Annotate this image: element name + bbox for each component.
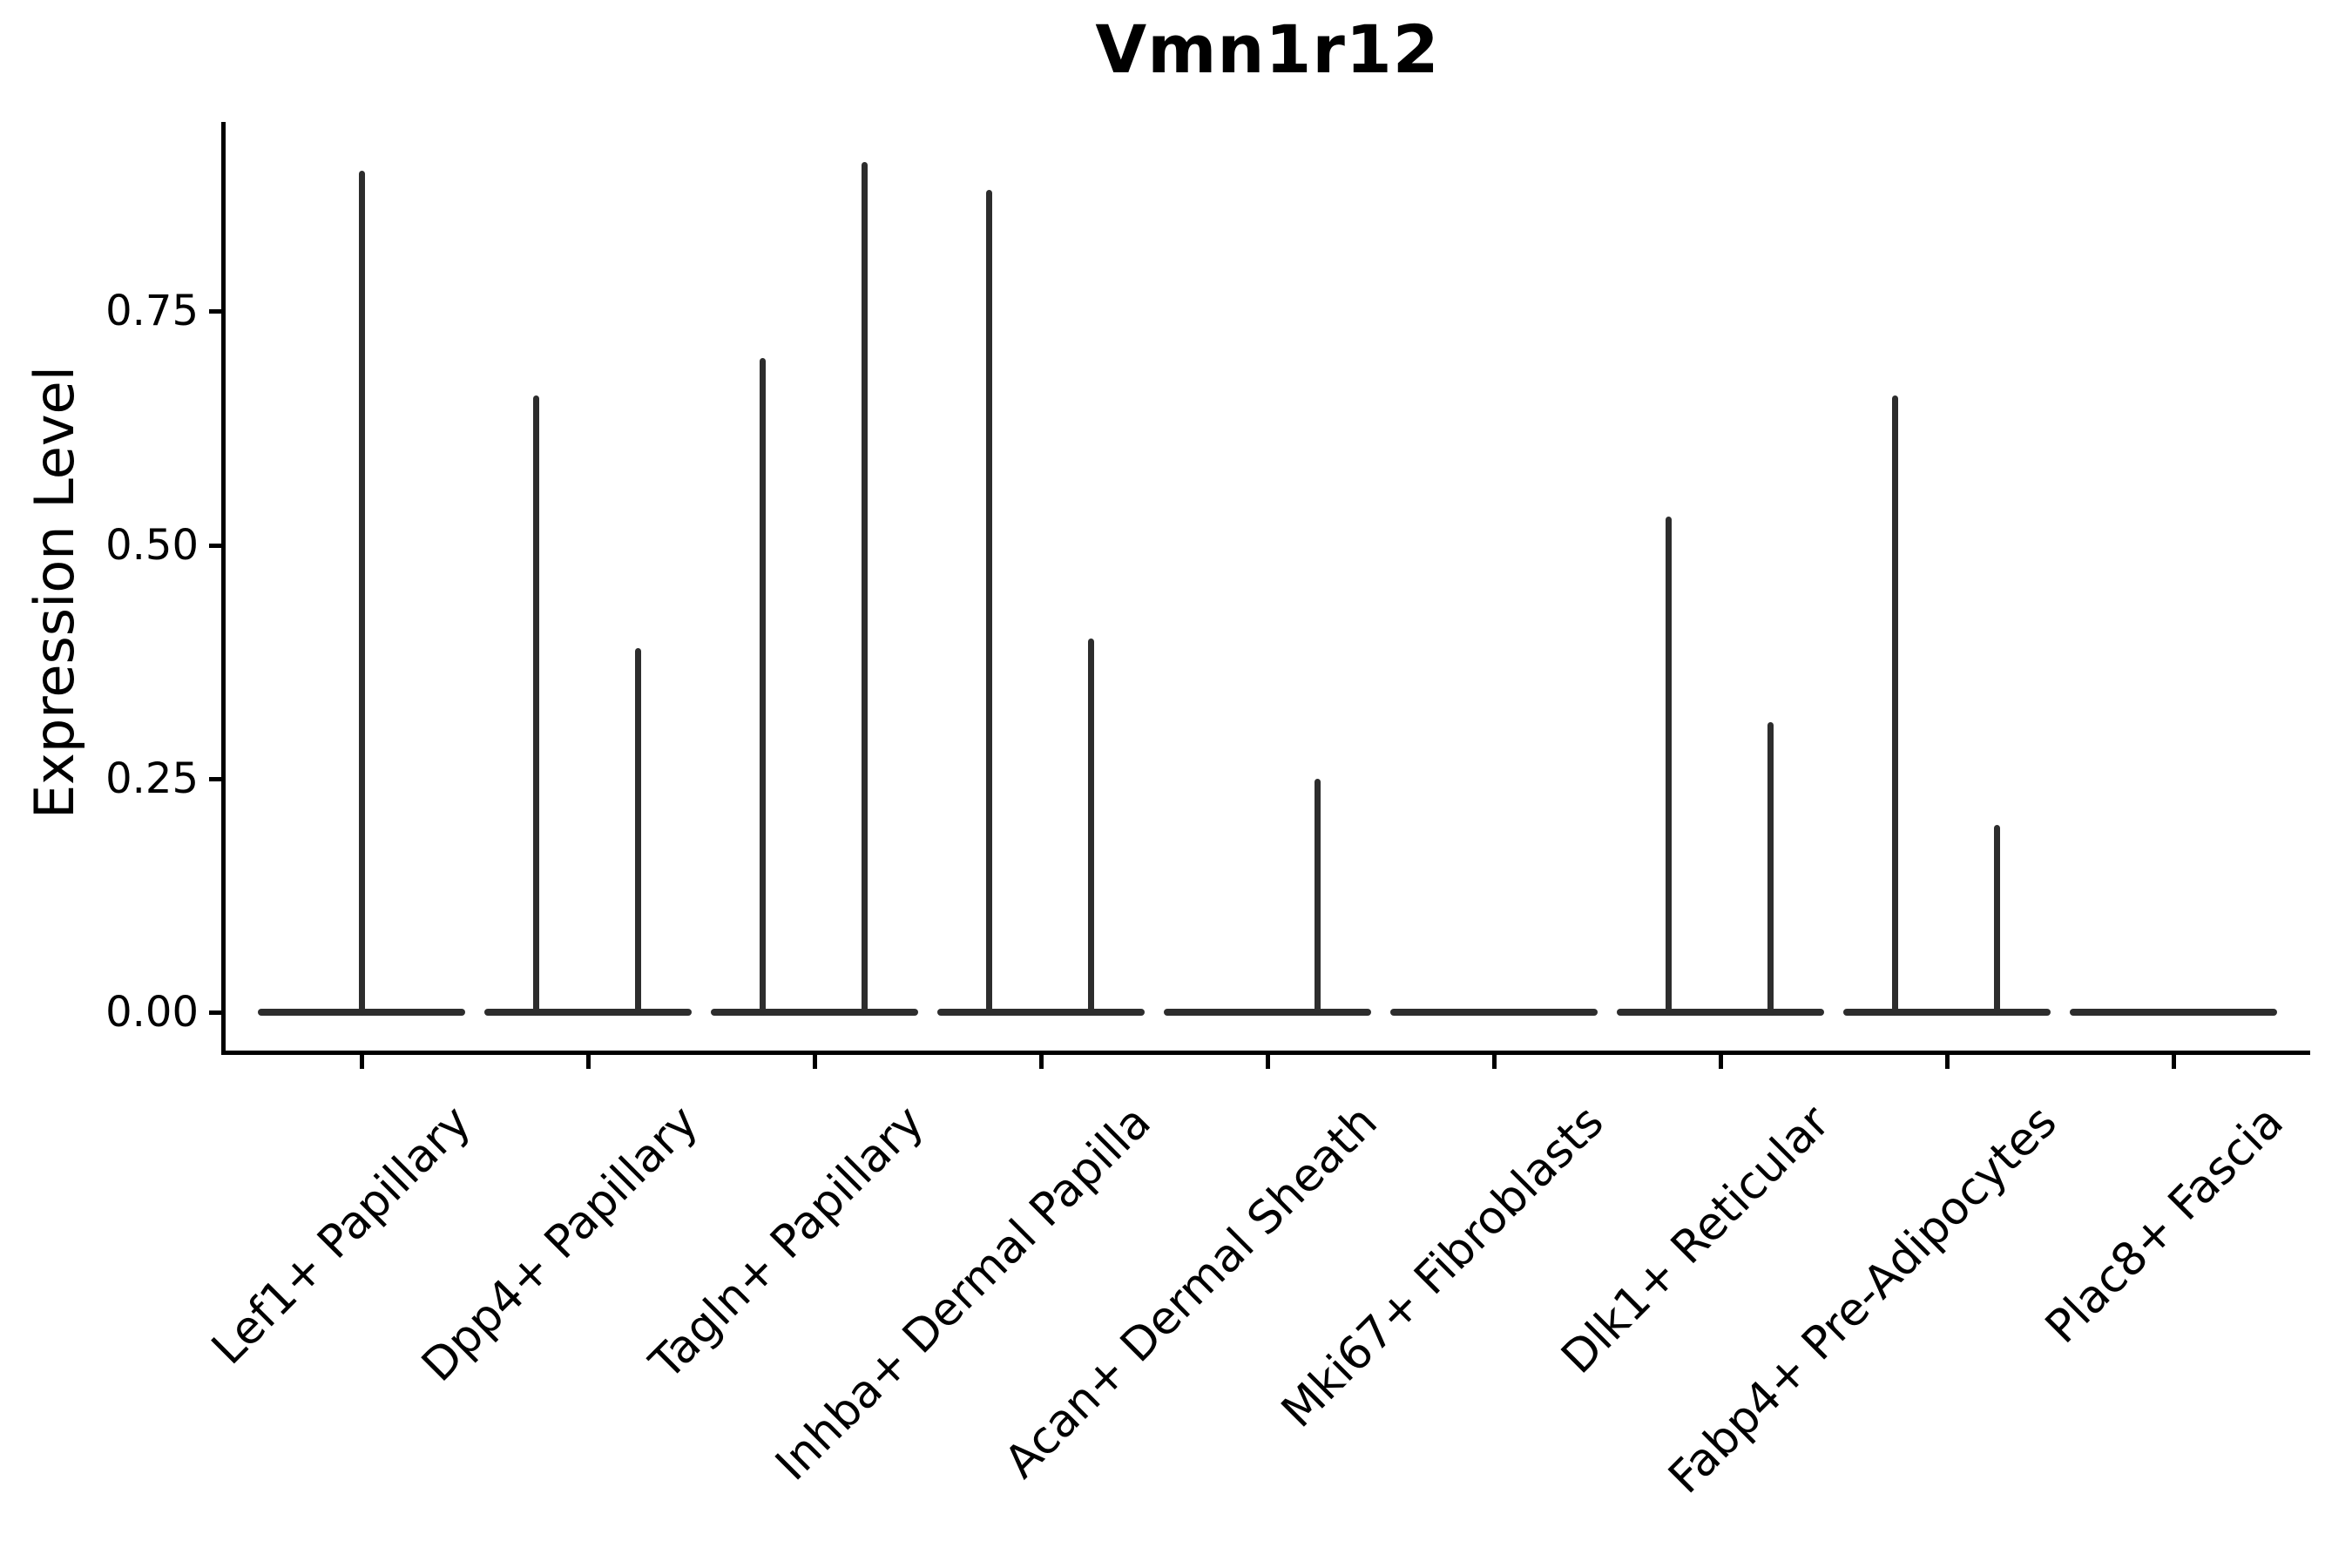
x-tick-mark bbox=[586, 1055, 591, 1069]
y-tick-label: 0.00 bbox=[105, 988, 199, 1037]
violin-spike bbox=[533, 395, 539, 1016]
y-tick-mark bbox=[209, 309, 223, 314]
violin-base bbox=[1617, 1009, 1824, 1016]
violin-spike bbox=[1315, 778, 1321, 1016]
violin-spike bbox=[635, 647, 641, 1016]
x-tick-label: Plac8+ Fascia bbox=[2035, 1096, 2294, 1354]
violin-base bbox=[937, 1009, 1145, 1016]
violin-base bbox=[711, 1009, 918, 1016]
x-tick-mark bbox=[1039, 1055, 1044, 1069]
y-axis-label: Expression Level bbox=[23, 366, 86, 819]
violin-spike bbox=[1892, 395, 1898, 1016]
y-tick-label: 0.75 bbox=[105, 287, 199, 336]
violin-spike bbox=[1767, 722, 1774, 1016]
x-tick-mark bbox=[1492, 1055, 1497, 1069]
violin-spike bbox=[862, 161, 868, 1016]
y-tick-mark bbox=[209, 543, 223, 548]
violin-base bbox=[2070, 1009, 2277, 1016]
violin-base bbox=[1164, 1009, 1371, 1016]
violin-spike bbox=[1088, 638, 1094, 1016]
y-tick-mark bbox=[209, 776, 223, 781]
y-axis-spine bbox=[221, 122, 226, 1055]
x-tick-mark bbox=[1266, 1055, 1270, 1069]
x-tick-label: Fabp4+ Pre-Adipocytes bbox=[1659, 1096, 2067, 1504]
x-tick-mark bbox=[1945, 1055, 1950, 1069]
violin-spike bbox=[760, 357, 766, 1016]
violin-base bbox=[1843, 1009, 2051, 1016]
x-tick-mark bbox=[360, 1055, 364, 1069]
violin-spike bbox=[359, 171, 365, 1016]
x-tick-mark bbox=[1719, 1055, 1723, 1069]
violin-base bbox=[484, 1009, 692, 1016]
x-tick-label: Acan+ Dermal Sheath bbox=[994, 1096, 1388, 1489]
violin-spike bbox=[986, 189, 992, 1016]
y-tick-label: 0.25 bbox=[105, 754, 199, 803]
x-tick-mark bbox=[2172, 1055, 2176, 1069]
violin-spike bbox=[1994, 825, 2000, 1016]
y-tick-mark bbox=[209, 1010, 223, 1015]
x-tick-mark bbox=[813, 1055, 817, 1069]
violin-base bbox=[1390, 1009, 1598, 1016]
plot-title: Vmn1r12 bbox=[1095, 10, 1440, 88]
x-axis-spine bbox=[221, 1051, 2310, 1055]
x-tick-label: Inhba+ Dermal Papilla bbox=[765, 1096, 1161, 1491]
violin-spike bbox=[1666, 517, 1672, 1016]
y-tick-label: 0.50 bbox=[105, 520, 199, 570]
